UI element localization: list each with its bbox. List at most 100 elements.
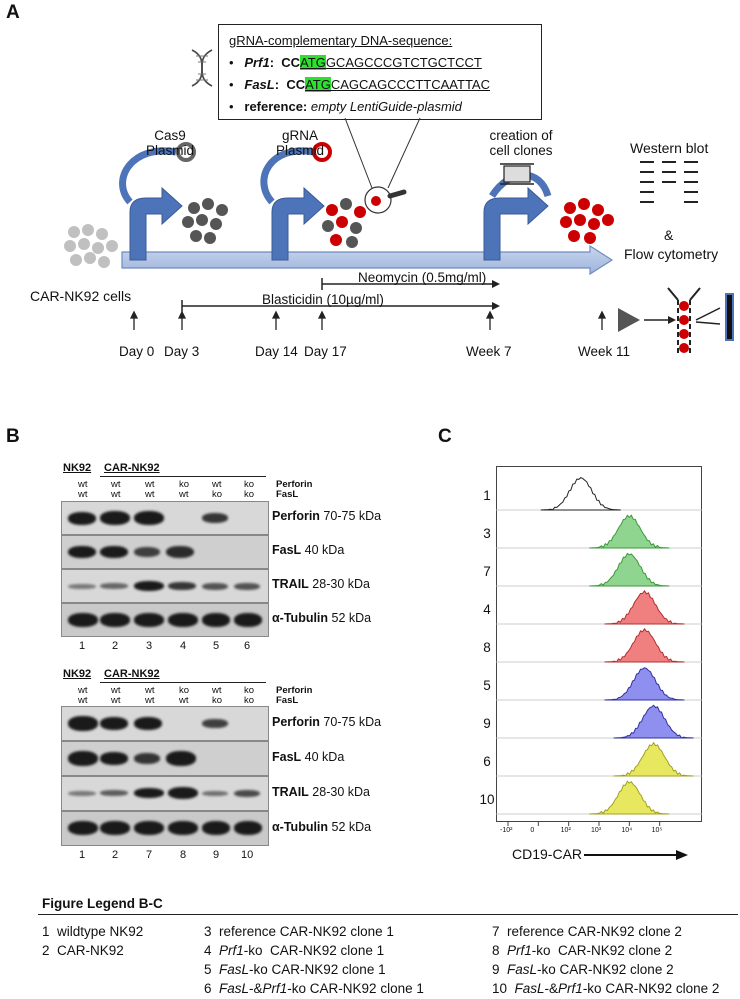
grna-label: gRNA Plasmid [275,128,324,158]
timepoint-label: Day 3 [164,344,200,359]
perforin-status: ko [244,685,255,696]
cas9-label: Cas9 Plasmid [145,128,194,158]
row-label: Perforin 70-75 kDa [272,509,382,523]
fasl-status: ko [244,489,255,500]
fasl-status: wt [78,695,88,706]
lane-number: 10 [241,849,254,861]
flow-xlabel: CD19-CAR [512,846,583,862]
cas9-plasmid-icon [176,142,196,162]
clone-cell-cluster [560,198,614,244]
row-label: α-Tubulin 52 kDa [272,820,372,834]
fasl-sequence-line: • FasL: CCATGCAGCAGCCCTTCAATTAC [229,77,490,92]
row-label: α-Tubulin 52 kDa [272,611,372,625]
fasl-status: ko [212,695,223,706]
histogram-label: 7 [483,564,491,579]
blot-strip-trail [61,569,269,603]
histogram-10 [589,780,670,815]
lane-number: 2 [112,849,119,861]
bent-arrow-3 [483,186,549,261]
blasticidin-label: Blasticidin (10µg/ml) [262,292,384,307]
lane-number: 5 [213,640,220,652]
histogram-label: 6 [483,754,491,769]
ampersand-label: & [664,227,674,243]
western-blot-icon [640,161,698,203]
panel-c-letter: C [438,426,452,447]
bent-arrow-1 [129,186,183,261]
blot-strip-tubulin [61,811,269,846]
fasl-status: wt [111,695,121,706]
status-label-perforin: Perforin [276,685,313,696]
group-nk92: NK92 [63,668,92,680]
timepoint-label: Week 7 [466,344,512,359]
lane-number: 3 [146,640,153,652]
lane-number: 1 [79,849,86,861]
histogram-4 [604,590,685,625]
lane-number: 7 [146,849,153,861]
perforin-status: ko [179,685,190,696]
xaxis-arrow-icon [584,850,688,860]
perforin-status: wt [212,685,222,696]
perforin-status: ko [179,479,190,490]
flow-tick-label: 10³ [591,827,602,834]
legend-item: 9 FasL-ko CAR-NK92 clone 2 [492,962,674,977]
blot-strip-fasl [61,741,269,776]
fasl-status: wt [179,695,189,706]
flow-tick-label: 10² [560,827,571,834]
fasl-status: wt [78,489,88,500]
legend-item: 10 FasL-&Prf1-ko CAR-NK92 clone 2 [492,981,720,996]
legend-item: 2 CAR-NK92 [42,943,124,958]
western-blot-label: Western blot [630,140,709,156]
gene-box-title: gRNA-complementary DNA-sequence: [229,33,453,48]
flow-tick-label: -10² [500,827,513,834]
histogram-5 [604,667,685,701]
row-label: FasL 40 kDa [272,543,345,557]
perforin-status: wt [78,479,88,490]
flow-histogram-panel [496,466,702,826]
perforin-status: wt [78,685,88,696]
clones-label: creation of cell clones [489,128,553,158]
histogram-label: 3 [483,526,491,541]
legend-title: Figure Legend B-C [42,896,163,911]
flow-cytometry-label: Flow cytometry [624,246,719,262]
bent-arrow-2 [271,186,325,261]
fasl-status: wt [145,695,155,706]
reference-line: • reference: empty LentiGuide-plasmid [229,99,462,114]
grna-sequence-box: gRNA-complementary DNA-sequence: • Prf1:… [218,24,542,120]
histogram-label: 5 [483,678,491,693]
histogram-label: 9 [483,716,491,731]
histogram-8 [604,627,685,663]
neomycin-label: Neomycin (0.5mg/ml) [358,270,487,285]
blot-strip-tubulin [61,603,269,637]
row-label: TRAIL 28-30 kDa [272,785,370,799]
legend-item: 3 reference CAR-NK92 clone 1 [204,924,394,939]
timepoint-label: Day 17 [304,344,347,359]
perforin-status: wt [111,685,121,696]
histogram-label: 10 [479,792,495,807]
curved-arrow-cas9 [119,147,177,205]
legend-item: 8 Prf1-ko CAR-NK92 clone 2 [492,943,673,958]
timepoint-label: Day 14 [255,344,298,359]
blot-strip-trail [61,776,269,811]
histogram-label: 8 [483,640,491,655]
flow-tick-label: 10⁴ [621,827,633,834]
perforin-status: ko [244,479,255,490]
fasl-status: ko [244,695,255,706]
histogram-9 [613,704,694,739]
perforin-status: wt [145,685,155,696]
legend-item: 7 reference CAR-NK92 clone 2 [492,924,682,939]
dna-helix-icon [191,49,213,87]
lane-number: 9 [213,849,220,861]
prf1-sequence-line: • Prf1: CCATGGCAGCCCGTCTGCTCCT [229,55,482,70]
workflow-diagram [64,117,734,356]
histogram-7 [589,552,670,587]
curved-arrow-grna [260,147,315,205]
panel-a-letter: A [6,2,20,23]
group-car-nk92: CAR-NK92 [104,462,160,474]
row-label: Perforin 70-75 kDa [272,715,382,729]
lane-number: 4 [180,640,187,652]
lane-number: 2 [112,640,119,652]
perforin-status: wt [145,479,155,490]
flow-tick-label: 10⁵ [651,827,663,834]
flow-tick-label: 0 [530,827,535,834]
histogram-label: 1 [483,488,491,503]
